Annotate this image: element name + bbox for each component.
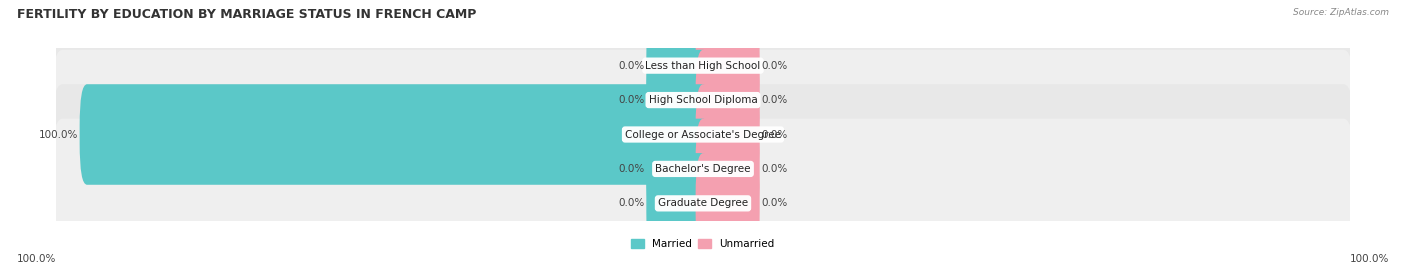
Text: Less than High School: Less than High School [645, 61, 761, 71]
Legend: Married, Unmarried: Married, Unmarried [627, 235, 779, 253]
FancyBboxPatch shape [696, 119, 759, 219]
Text: 0.0%: 0.0% [619, 198, 644, 208]
FancyBboxPatch shape [696, 84, 759, 185]
Text: 0.0%: 0.0% [762, 129, 787, 140]
Text: 100.0%: 100.0% [38, 129, 77, 140]
Text: College or Associate's Degree: College or Associate's Degree [626, 129, 780, 140]
FancyBboxPatch shape [51, 84, 1355, 254]
Text: 100.0%: 100.0% [1350, 254, 1389, 264]
Text: 0.0%: 0.0% [619, 164, 644, 174]
Text: 0.0%: 0.0% [619, 61, 644, 71]
FancyBboxPatch shape [696, 50, 759, 150]
FancyBboxPatch shape [51, 50, 1355, 219]
Text: Graduate Degree: Graduate Degree [658, 198, 748, 208]
Text: 0.0%: 0.0% [762, 164, 787, 174]
FancyBboxPatch shape [51, 0, 1355, 150]
FancyBboxPatch shape [696, 15, 759, 116]
FancyBboxPatch shape [51, 15, 1355, 185]
Text: 0.0%: 0.0% [619, 95, 644, 105]
Text: Bachelor's Degree: Bachelor's Degree [655, 164, 751, 174]
FancyBboxPatch shape [647, 153, 710, 254]
FancyBboxPatch shape [647, 50, 710, 150]
Text: 0.0%: 0.0% [762, 95, 787, 105]
FancyBboxPatch shape [696, 153, 759, 254]
FancyBboxPatch shape [80, 84, 710, 185]
Text: Source: ZipAtlas.com: Source: ZipAtlas.com [1294, 8, 1389, 17]
Text: 0.0%: 0.0% [762, 61, 787, 71]
FancyBboxPatch shape [647, 119, 710, 219]
FancyBboxPatch shape [647, 15, 710, 116]
Text: 100.0%: 100.0% [17, 254, 56, 264]
Text: FERTILITY BY EDUCATION BY MARRIAGE STATUS IN FRENCH CAMP: FERTILITY BY EDUCATION BY MARRIAGE STATU… [17, 8, 477, 21]
Text: High School Diploma: High School Diploma [648, 95, 758, 105]
Text: 0.0%: 0.0% [762, 198, 787, 208]
FancyBboxPatch shape [51, 119, 1355, 269]
